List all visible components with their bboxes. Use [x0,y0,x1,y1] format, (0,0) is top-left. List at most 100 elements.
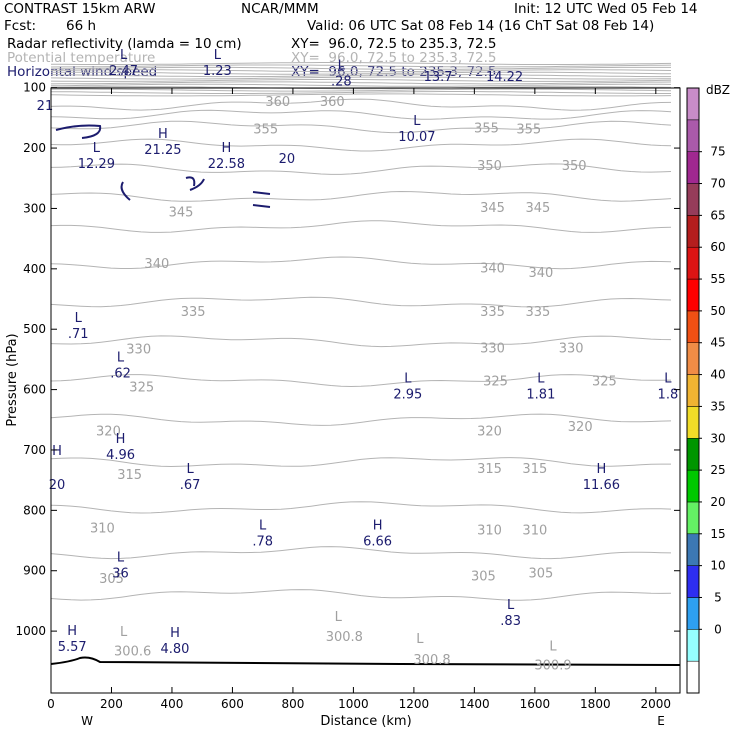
colorbar-level: 15 [710,527,725,541]
wind-extremum-value: 12.29 [78,157,115,172]
plot-frame [50,87,681,694]
wind-extremum-value: 20 [279,152,296,167]
colorbar-frame [686,87,700,694]
init-time: Init: 12 UTC Wed 05 Feb 14 [514,1,698,17]
wind-extremum-value: 13.7 [424,70,453,85]
wind-extremum-type: L [664,371,672,386]
theta-label: 315 [477,462,502,477]
theta-extremum: L [549,639,557,654]
colorbar: 0 5 10 15 20 25 30 35 40 45 50 55 60 65 70 75 dBZ [686,83,730,694]
theta-contour [50,220,672,233]
colorbar-level: 55 [710,272,725,286]
colorbar-level: 25 [710,463,725,477]
colorbar-swatch [686,469,700,503]
colorbar-swatch [686,183,700,216]
theta-label: 345 [480,201,505,216]
theta-contour [50,62,672,65]
x-axis-label: Distance (km) [320,714,411,729]
y-tick-label: 100 [23,81,46,95]
y-tick-label: 700 [23,443,46,457]
wind-extremum-value: .62 [110,366,131,381]
theta-label: 345 [169,205,194,220]
wind-extremum-type: L [120,48,128,63]
y-tick-label: 800 [23,503,46,517]
theta-label: 330 [126,343,151,358]
theta-contour [50,64,672,68]
colorbar-swatch [686,246,700,280]
x-tick-label: 800 [281,697,304,711]
theta-contour [50,86,672,90]
colorbar-level: 70 [710,177,725,191]
wind-extremum-value: 20 [49,478,66,493]
theta-contour [50,69,672,73]
colorbar-level: 45 [710,336,725,350]
theta-label: 345 [525,201,550,216]
wind-extremum-type: L [507,598,515,613]
wind-extremum-value: 2.47 [109,64,138,79]
wind-extremum-type: L [117,350,125,365]
theta-label: 355 [474,122,499,137]
wind-contour [120,181,131,201]
theta-contour [50,413,672,426]
theta-label: 300.9 [534,658,571,673]
colorbar-level: 60 [710,240,725,254]
colorbar-swatch [686,406,700,439]
theta-label: 325 [129,381,154,396]
x-tick-label: 1600 [520,697,551,711]
x-tick-label: 1200 [399,697,430,711]
field-xy-reflectivity: XY= 96.0, 72.5 to 235.3, 72.5 [291,36,497,52]
theta-label: 315 [522,462,547,477]
wind-extremum-value: .78 [252,535,273,550]
theta-label: 340 [144,257,169,272]
terrain-surface [50,656,681,666]
org-label: NCAR/MMM [241,1,319,17]
wind-extremum-type: L [413,114,421,129]
wind-extremum-type: H [596,462,606,477]
wind-extremum-type: L [259,519,267,534]
wind-extremum-type: H [222,141,232,156]
wind-extremum-type: L [404,371,412,386]
y-tick-label: 300 [23,201,46,215]
theta-contour [50,78,672,82]
colorbar-unit: dBZ [706,83,730,97]
x-tick-label: 1400 [459,697,490,711]
wind-extremum-value: .67 [180,478,201,493]
colorbar-level: 35 [710,399,725,413]
wind-extremum-value: 4.80 [161,642,190,657]
theta-contour [50,457,671,468]
x-tick-label: 400 [161,697,184,711]
theta-contour [50,501,672,514]
x-tick-label: 0 [47,697,55,711]
axes: 100 200 300 400 500 600 700 800 900 1000 0 200 400 60… [5,81,681,729]
colorbar-swatch [686,87,700,121]
wind-extremum-value: .71 [68,327,89,342]
forecast-label: Fcst: [4,18,37,34]
wind-extremum-value: 22.58 [208,157,245,172]
theta-contour [50,296,672,308]
theta-contour [50,71,672,75]
wind-extremum-type: H [158,127,168,142]
colorbar-level: 50 [710,304,725,318]
colorbar-swatch [686,119,700,152]
colorbar-level: 10 [710,559,725,573]
theta-label: 340 [528,266,553,281]
field-xy-theta: XY= 96.0, 72.5 to 235.3, 72.5 [291,50,497,66]
y-tick-label: 200 [23,141,46,155]
theta-label: 320 [568,420,593,435]
colorbar-swatch [686,533,700,566]
colorbar-swatch [686,438,700,471]
theta-label: 300.6 [114,644,151,659]
theta-contour [50,81,672,85]
theta-contour [50,589,672,601]
wind-extremum-value: 1.8 [658,387,679,402]
theta-label: 335 [480,305,505,320]
theta-contour [50,93,672,97]
colorbar-level: 0 [714,622,722,636]
wind-extremum-type: L [75,311,83,326]
theta-label: 330 [480,341,505,356]
theta-label: 300.8 [326,630,363,645]
theta-contour [50,76,672,80]
wind-extremum-type: L [93,141,101,156]
colorbar-swatch [686,278,700,312]
